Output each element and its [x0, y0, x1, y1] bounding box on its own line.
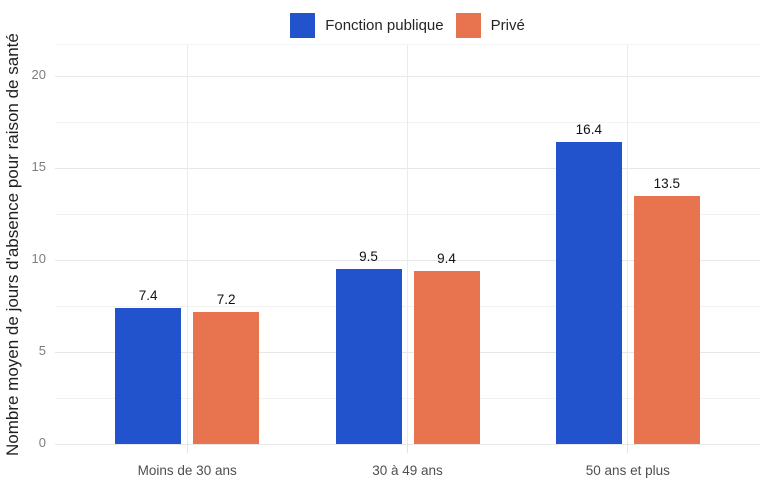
bar-value-label: 9.4 [437, 251, 456, 267]
bar-prive [413, 271, 480, 444]
bar-value-label: 13.5 [653, 175, 680, 191]
bar-fonction-publique [555, 142, 622, 444]
bar-fonction-publique [335, 269, 402, 444]
x-category-label: 50 ans et plus [585, 463, 670, 478]
x-tick-mark [627, 443, 629, 453]
legend-label-fonction-publique: Fonction publique [325, 17, 444, 34]
y-tick-label: 5 [38, 343, 46, 359]
legend-item-prive: Privé [455, 13, 525, 38]
gridline-vertical [407, 45, 408, 444]
bar-prive [193, 311, 260, 444]
bar-prive [633, 195, 700, 444]
x-tick-mark [407, 443, 408, 453]
y-tick-label: 20 [31, 67, 46, 83]
legend-swatch-prive [455, 13, 481, 38]
legend-item-fonction-publique: Fonction publique [290, 13, 444, 38]
y-tick-label: 15 [31, 159, 46, 175]
x-category-label: 30 à 49 ans [372, 463, 443, 478]
legend-label-prive: Privé [490, 17, 525, 34]
y-tick-label: 0 [38, 435, 46, 450]
y-tick-label: 10 [31, 251, 46, 267]
plot-panel: 7.4 7.2 9.5 9.4 16.4 13.5 [55, 44, 760, 445]
legend-swatch-fonction-publique [290, 13, 316, 38]
bar-value-label: 16.4 [575, 122, 602, 138]
bar-fonction-publique [115, 307, 182, 444]
bar-value-label: 7.2 [216, 291, 236, 307]
x-tick-mark [186, 443, 188, 453]
legend: Fonction publique Privé [55, 12, 760, 39]
bar-value-label: 7.4 [138, 287, 158, 303]
gridline-vertical [186, 45, 188, 444]
gridline-vertical [627, 45, 629, 444]
x-category-label: Moins de 30 ans [137, 463, 237, 478]
bar-value-label: 9.5 [359, 249, 378, 265]
